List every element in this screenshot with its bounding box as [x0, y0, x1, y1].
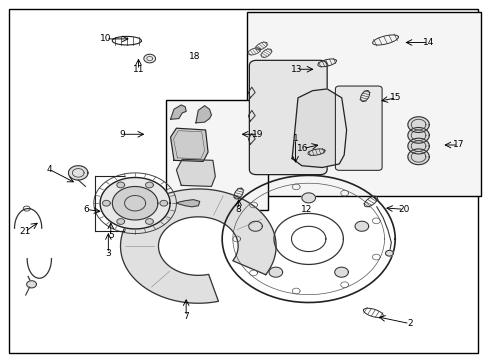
- Polygon shape: [291, 89, 346, 167]
- Polygon shape: [112, 186, 158, 220]
- Polygon shape: [145, 219, 153, 224]
- Polygon shape: [301, 193, 315, 203]
- Text: 21: 21: [19, 227, 30, 236]
- Text: 13: 13: [291, 65, 302, 74]
- Polygon shape: [196, 106, 211, 123]
- Polygon shape: [268, 267, 282, 277]
- Polygon shape: [354, 221, 368, 231]
- Polygon shape: [334, 267, 347, 277]
- Polygon shape: [248, 221, 262, 231]
- Polygon shape: [176, 159, 215, 186]
- Polygon shape: [170, 105, 186, 119]
- Text: 5: 5: [108, 231, 113, 240]
- Text: 4: 4: [46, 165, 52, 174]
- Polygon shape: [170, 128, 207, 161]
- Polygon shape: [27, 281, 36, 288]
- Polygon shape: [160, 201, 167, 206]
- Text: 7: 7: [183, 312, 189, 321]
- Text: 20: 20: [398, 205, 409, 214]
- Text: 14: 14: [422, 38, 433, 47]
- Polygon shape: [68, 166, 88, 180]
- Polygon shape: [176, 200, 200, 207]
- Polygon shape: [143, 54, 155, 63]
- Polygon shape: [117, 219, 124, 224]
- Text: 9: 9: [119, 130, 124, 139]
- Text: 10: 10: [100, 35, 111, 44]
- Text: 15: 15: [389, 93, 401, 102]
- Bar: [165, 100, 267, 210]
- Polygon shape: [407, 149, 428, 165]
- Text: 6: 6: [83, 205, 89, 214]
- Bar: [246, 12, 480, 196]
- Text: 2: 2: [406, 319, 412, 328]
- Polygon shape: [102, 201, 110, 206]
- Polygon shape: [100, 177, 170, 229]
- Polygon shape: [407, 127, 428, 143]
- Text: 11: 11: [132, 66, 144, 75]
- Text: 17: 17: [452, 140, 463, 149]
- Text: 16: 16: [297, 144, 308, 153]
- Polygon shape: [120, 189, 276, 303]
- Text: 1: 1: [292, 134, 298, 143]
- Polygon shape: [407, 138, 428, 154]
- Text: 18: 18: [189, 52, 200, 61]
- Polygon shape: [117, 182, 124, 188]
- Polygon shape: [385, 250, 392, 256]
- Text: 3: 3: [105, 249, 111, 258]
- Text: 8: 8: [235, 205, 241, 214]
- Polygon shape: [145, 182, 153, 188]
- Text: 19: 19: [252, 130, 264, 139]
- FancyBboxPatch shape: [249, 60, 326, 175]
- Polygon shape: [407, 117, 428, 132]
- Text: 12: 12: [301, 205, 312, 214]
- FancyBboxPatch shape: [335, 86, 381, 170]
